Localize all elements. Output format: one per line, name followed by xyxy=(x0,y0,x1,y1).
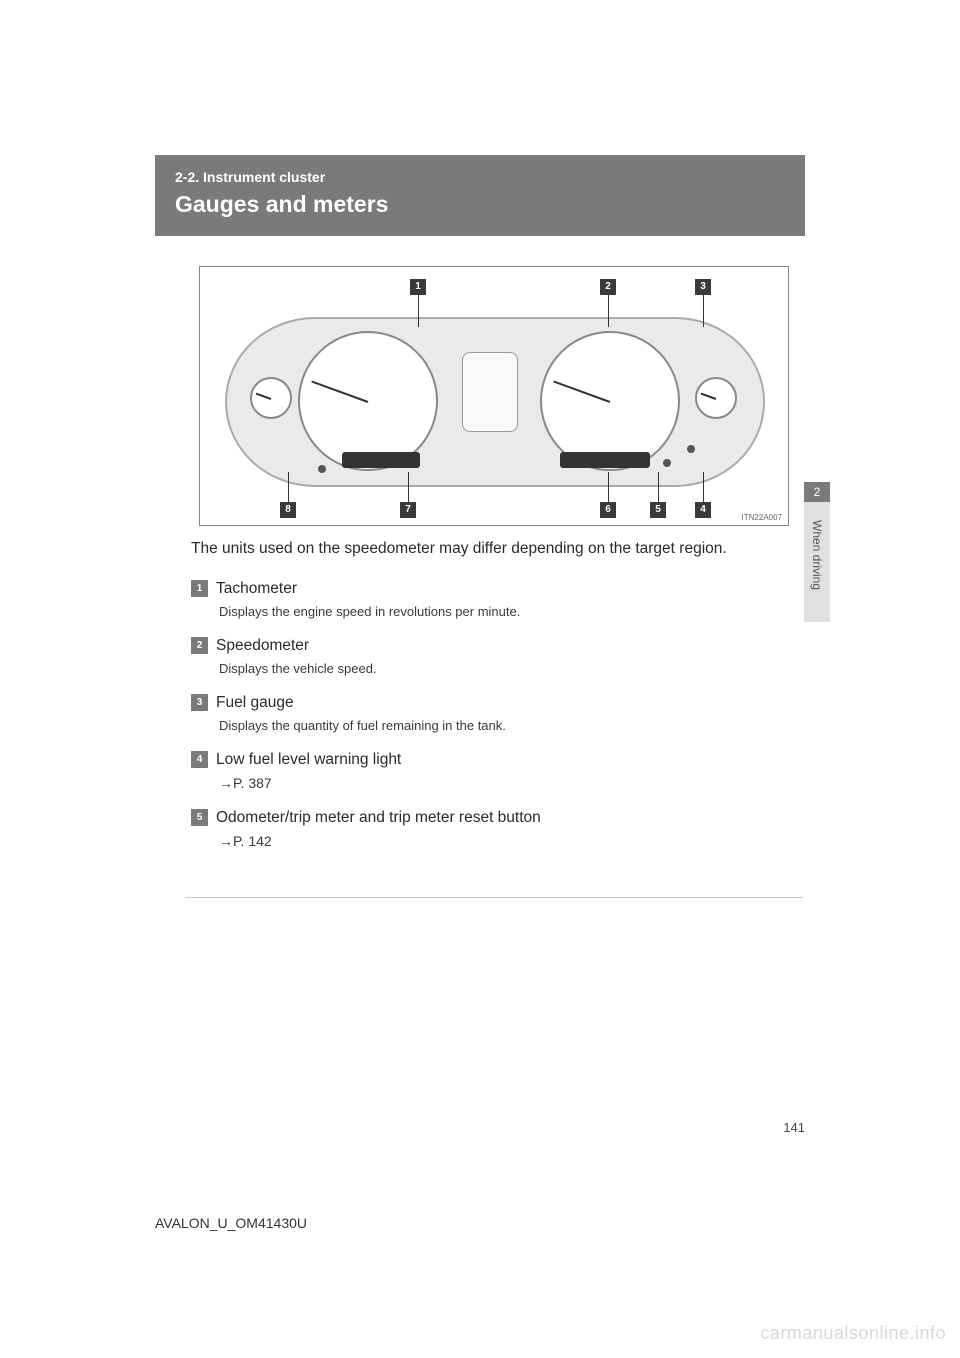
leader-line xyxy=(608,295,609,327)
section-title: Gauges and meters xyxy=(175,191,785,218)
callout-badge: 3 xyxy=(695,279,711,295)
list-item: 1 Tachometer Displays the engine speed in … xyxy=(191,580,803,619)
leader-line xyxy=(658,472,659,502)
item-heading: 2 Speedometer xyxy=(191,637,803,655)
needle-icon xyxy=(256,393,272,400)
list-item: 2 Speedometer Displays the vehicle speed. xyxy=(191,637,803,676)
needle-icon xyxy=(701,393,717,400)
page-number: 141 xyxy=(783,1120,805,1135)
callout-badge: 6 xyxy=(600,502,616,518)
callout-badge: 5 xyxy=(650,502,666,518)
item-page-reference: →P. 142 xyxy=(219,833,803,849)
content-box: 1 2 3 8 7 6 5 4 ITN22A007 The units used on th… xyxy=(185,266,803,898)
number-badge: 3 xyxy=(191,694,208,711)
center-display xyxy=(462,352,518,432)
item-list: 1 Tachometer Displays the engine speed in … xyxy=(191,580,803,849)
item-description: Displays the engine speed in revolutions… xyxy=(219,604,803,619)
trip-button-icon xyxy=(318,465,326,473)
item-heading: 4 Low fuel level warning light xyxy=(191,751,803,769)
item-title: Speedometer xyxy=(216,637,309,655)
item-heading: 1 Tachometer xyxy=(191,580,803,598)
item-description: Displays the quantity of fuel remaining … xyxy=(219,718,803,733)
list-item: 3 Fuel gauge Displays the quantity of fuel… xyxy=(191,694,803,733)
page-container: 2-2. Instrument cluster Gauges and meter… xyxy=(155,155,805,898)
item-heading: 3 Fuel gauge xyxy=(191,694,803,712)
lcd-right xyxy=(560,452,650,468)
leader-line xyxy=(608,472,609,502)
document-id: AVALON_U_OM41430U xyxy=(155,1215,307,1231)
lcd-left xyxy=(342,452,420,468)
right-mini-gauge xyxy=(695,377,737,419)
header-bar: 2-2. Instrument cluster Gauges and meter… xyxy=(155,155,805,236)
image-code: ITN22A007 xyxy=(742,513,782,522)
number-badge: 2 xyxy=(191,637,208,654)
speedometer-dial xyxy=(540,331,680,471)
callout-badge: 4 xyxy=(695,502,711,518)
reset-button-icon xyxy=(663,459,671,467)
callout-badge: 7 xyxy=(400,502,416,518)
instrument-cluster-diagram: 1 2 3 8 7 6 5 4 ITN22A007 xyxy=(199,266,789,526)
number-badge: 1 xyxy=(191,580,208,597)
chapter-tab: 2 When driving xyxy=(804,482,830,622)
item-title: Tachometer xyxy=(216,580,297,598)
needle-icon xyxy=(553,381,610,403)
number-badge: 4 xyxy=(191,751,208,768)
callout-badge: 2 xyxy=(600,279,616,295)
needle-icon xyxy=(311,381,368,403)
callout-badge: 1 xyxy=(410,279,426,295)
leader-line xyxy=(288,472,289,502)
leader-line xyxy=(703,295,704,327)
intro-text: The units used on the speedometer may di… xyxy=(191,536,797,562)
item-title: Fuel gauge xyxy=(216,694,294,712)
leader-line xyxy=(408,472,409,502)
section-label: 2-2. Instrument cluster xyxy=(175,169,785,185)
watermark: carmanualsonline.info xyxy=(760,1323,946,1344)
list-item: 4 Low fuel level warning light →P. 387 xyxy=(191,751,803,791)
item-heading: 5 Odometer/trip meter and trip meter rese… xyxy=(191,809,803,827)
left-mini-gauge xyxy=(250,377,292,419)
chapter-tab-label: When driving xyxy=(810,520,824,590)
callout-badge: 8 xyxy=(280,502,296,518)
item-description: Displays the vehicle speed. xyxy=(219,661,803,676)
item-title: Low fuel level warning light xyxy=(216,751,401,769)
list-item: 5 Odometer/trip meter and trip meter rese… xyxy=(191,809,803,849)
leader-line xyxy=(418,295,419,327)
warning-light-icon xyxy=(687,445,695,453)
leader-line xyxy=(703,472,704,502)
chapter-tab-number: 2 xyxy=(804,482,830,502)
number-badge: 5 xyxy=(191,809,208,826)
item-page-reference: →P. 387 xyxy=(219,775,803,791)
item-title: Odometer/trip meter and trip meter reset… xyxy=(216,809,541,827)
tachometer-dial xyxy=(298,331,438,471)
